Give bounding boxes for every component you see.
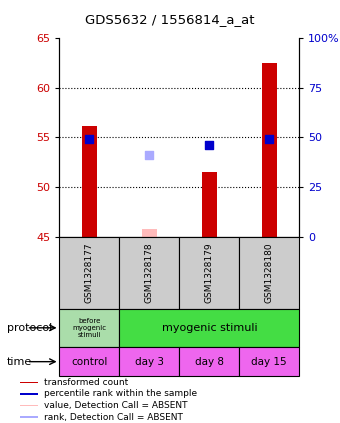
Bar xyxy=(142,229,157,237)
Bar xyxy=(180,347,239,376)
Bar xyxy=(20,382,38,383)
Bar xyxy=(119,347,180,376)
Bar xyxy=(59,347,119,376)
Bar xyxy=(119,309,299,347)
Text: transformed count: transformed count xyxy=(44,378,129,387)
Text: myogenic stimuli: myogenic stimuli xyxy=(162,323,257,333)
Text: day 8: day 8 xyxy=(195,357,224,367)
Bar xyxy=(119,237,180,309)
Point xyxy=(87,136,92,143)
Bar xyxy=(180,237,239,309)
Text: protocol: protocol xyxy=(7,323,52,333)
Point xyxy=(267,136,272,143)
Point xyxy=(147,152,152,159)
Bar xyxy=(20,417,38,418)
Bar xyxy=(82,126,97,237)
Text: day 3: day 3 xyxy=(135,357,164,367)
Text: GSM1328179: GSM1328179 xyxy=(205,242,214,303)
Text: time: time xyxy=(7,357,32,367)
Bar xyxy=(262,63,277,237)
Point xyxy=(207,142,212,149)
Bar xyxy=(239,237,299,309)
Text: before
myogenic
stimuli: before myogenic stimuli xyxy=(72,318,106,338)
Bar xyxy=(59,237,119,309)
Text: value, Detection Call = ABSENT: value, Detection Call = ABSENT xyxy=(44,401,188,410)
Bar xyxy=(20,393,38,395)
Bar xyxy=(202,172,217,237)
Text: GSM1328178: GSM1328178 xyxy=(145,242,154,303)
Text: GSM1328177: GSM1328177 xyxy=(85,242,94,303)
Text: GSM1328180: GSM1328180 xyxy=(265,242,274,303)
Text: percentile rank within the sample: percentile rank within the sample xyxy=(44,390,198,398)
Text: control: control xyxy=(71,357,108,367)
Text: rank, Detection Call = ABSENT: rank, Detection Call = ABSENT xyxy=(44,413,183,422)
Bar xyxy=(239,347,299,376)
Bar xyxy=(20,405,38,406)
Text: GDS5632 / 1556814_a_at: GDS5632 / 1556814_a_at xyxy=(85,13,255,25)
Bar xyxy=(59,309,119,347)
Text: day 15: day 15 xyxy=(251,357,287,367)
